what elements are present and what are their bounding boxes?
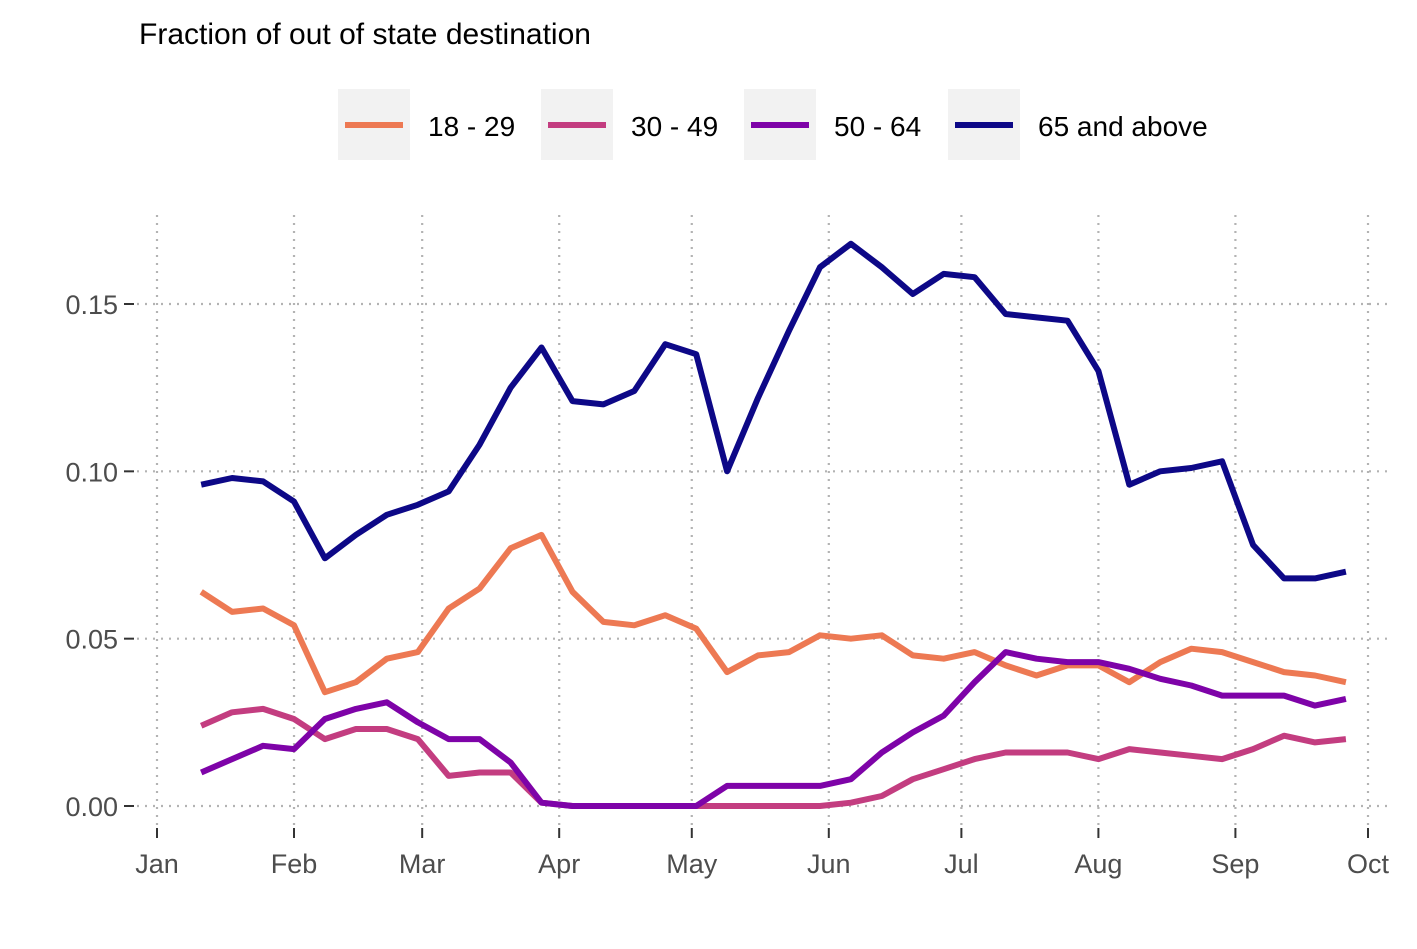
y-axis: 0.00 0.05 0.10 0.15 xyxy=(65,290,134,822)
y-tick-label: 0.10 xyxy=(65,457,118,487)
chart-title: Fraction of out of state destination xyxy=(139,18,591,51)
legend-label: 18 - 29 xyxy=(428,111,515,142)
x-tick-label: Mar xyxy=(399,849,446,879)
legend: 18 - 29 30 - 49 50 - 64 65 and above xyxy=(338,89,1208,160)
x-tick-label: Jul xyxy=(944,849,979,879)
x-tick-label: Aug xyxy=(1074,849,1122,879)
legend-label: 30 - 49 xyxy=(631,111,718,142)
grid xyxy=(137,215,1390,826)
x-tick-label: Jan xyxy=(135,849,179,879)
x-tick-label: Apr xyxy=(538,849,580,879)
y-tick-label: 0.15 xyxy=(65,290,118,320)
x-tick-label: Jun xyxy=(807,849,851,879)
y-tick-label: 0.05 xyxy=(65,625,118,655)
y-tick-label: 0.00 xyxy=(65,792,118,822)
x-axis: Jan Feb Mar Apr May Jun Jul Aug Sep Oct xyxy=(135,828,1389,879)
legend-label: 65 and above xyxy=(1038,111,1208,142)
plot-area xyxy=(199,240,1347,809)
series-line-3 xyxy=(200,649,1347,809)
legend-label: 50 - 64 xyxy=(834,111,921,142)
x-tick-label: May xyxy=(666,849,718,879)
x-tick-label: Sep xyxy=(1211,849,1259,879)
series-line-2 xyxy=(200,705,1347,809)
x-tick-label: Feb xyxy=(271,849,318,879)
x-tick-label: Oct xyxy=(1347,849,1390,879)
series-line-1 xyxy=(199,531,1347,696)
series-line-4 xyxy=(200,240,1347,582)
